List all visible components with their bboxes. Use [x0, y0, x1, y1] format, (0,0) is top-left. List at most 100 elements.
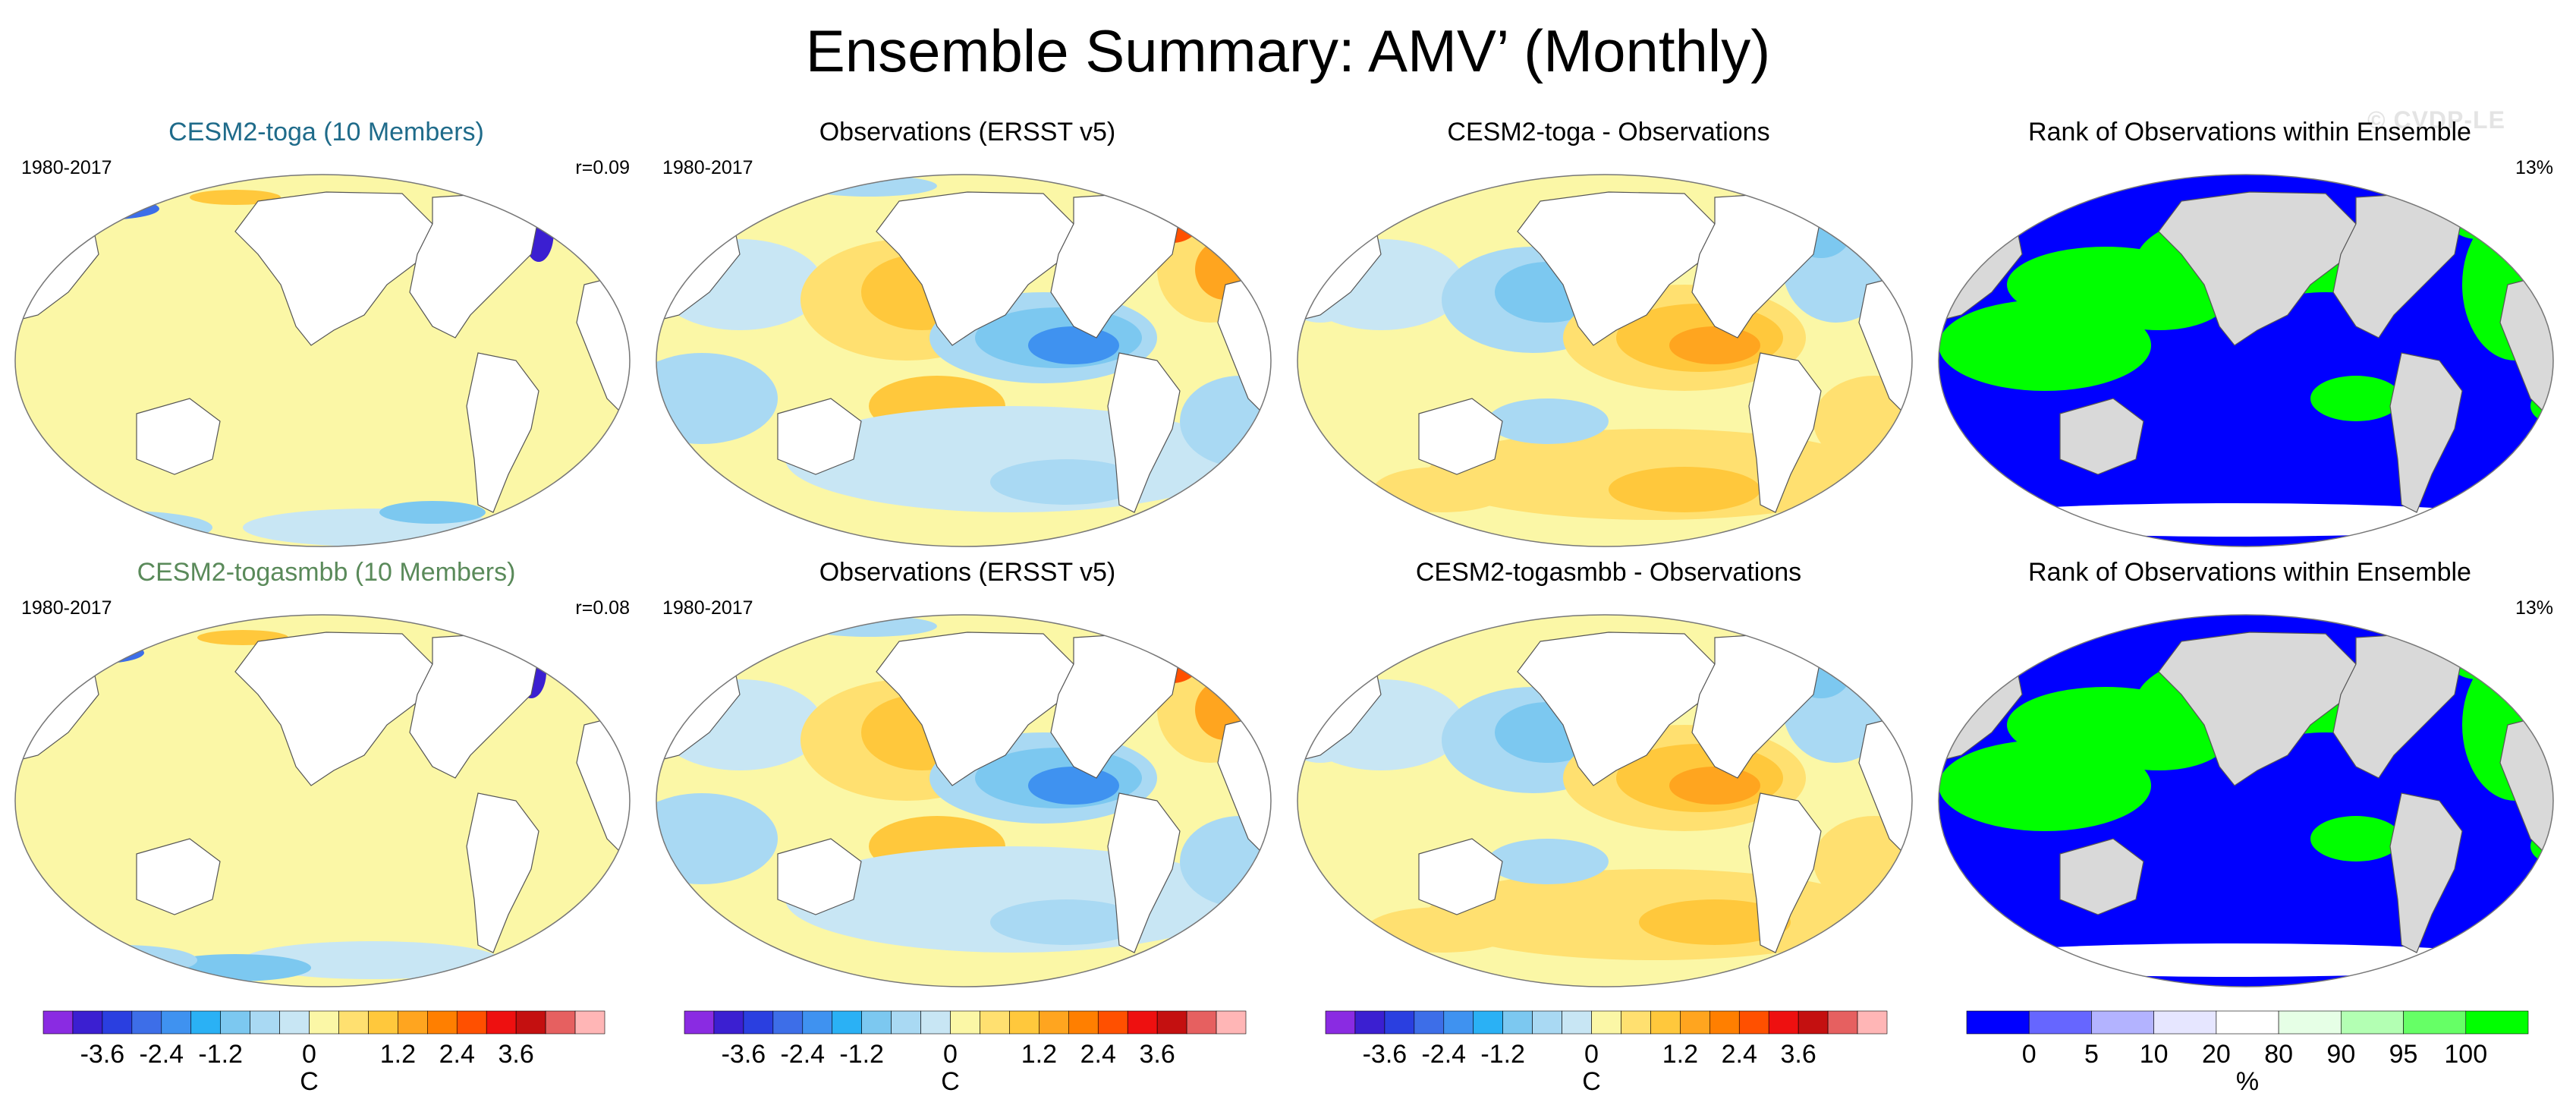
- colorbar-swatch: [713, 1010, 744, 1035]
- field-contour: [1669, 767, 1760, 805]
- period-label: 1980-2017: [21, 597, 112, 619]
- colorbar-swatch: [1443, 1010, 1474, 1035]
- colorbar-tick-label: 10: [2139, 1040, 2169, 1069]
- colorbar-swatch: [1097, 1010, 1128, 1035]
- field-contour: [1946, 503, 2523, 537]
- land-eurasia: [234, 632, 433, 786]
- global-map: [1938, 614, 2554, 987]
- colorbar-tick-label: -2.4: [139, 1040, 184, 1069]
- colorbar-boxes: [1966, 1010, 2529, 1035]
- temperature-colorbar: -3.6 -2.4 -1.2 0 1.2 2.4 3.6 C: [1324, 1009, 1901, 1108]
- field-contour: [2090, 269, 2227, 330]
- land-greenland: [2454, 181, 2508, 225]
- land-sAmerica: [466, 352, 539, 513]
- page-title: Ensemble Summary: AMV’ (Monthly): [805, 17, 1771, 84]
- land-eurasia: [1517, 632, 1716, 786]
- colorbar-tick-label: -1.2: [839, 1040, 884, 1069]
- colorbar-tick-label: 0: [1584, 1040, 1599, 1069]
- map-outline: [656, 614, 1272, 987]
- colorbar-tick-label: -3.6: [1362, 1040, 1408, 1069]
- field-contour: [2310, 376, 2401, 421]
- field-contour: [800, 175, 937, 197]
- colorbar-swatch: [1621, 1010, 1651, 1035]
- colorbar-swatch: [2216, 1010, 2279, 1035]
- colorbar-tick-label: 95: [2389, 1040, 2418, 1069]
- land-greenland: [530, 181, 585, 225]
- colorbar-swatch: [1827, 1010, 1858, 1035]
- land-australia: [136, 398, 221, 475]
- colorbar-unit-label: C: [1582, 1067, 1601, 1096]
- land-sAmerica: [1748, 792, 1822, 953]
- colorbar-swatch: [743, 1010, 774, 1035]
- colorbar-swatch: [1738, 1010, 1769, 1035]
- colorbar-swatch: [950, 1010, 980, 1035]
- global-map: [14, 614, 631, 987]
- colorbar-tick-label: -3.6: [80, 1040, 125, 1069]
- land-australia: [1418, 838, 1503, 915]
- colorbar-swatch: [190, 1010, 221, 1035]
- colorbar-tick-label: 80: [2264, 1040, 2294, 1069]
- panel-title: Observations (ERSST v5): [819, 558, 1116, 587]
- land-australia: [136, 838, 221, 915]
- colorbar-swatch: [1591, 1010, 1621, 1035]
- colorbar-swatch: [1384, 1010, 1415, 1035]
- map-panel-r1c2: Observations (ERSST v5) 1980-2017: [649, 118, 1286, 558]
- land-sAmerica: [1107, 792, 1181, 953]
- colorbar-tick-label: 1.2: [1662, 1040, 1698, 1069]
- colorbar-swatch: [131, 1010, 162, 1035]
- field-contour: [990, 899, 1142, 945]
- colorbar-swatch: [574, 1010, 605, 1035]
- colorbar-swatch: [1216, 1010, 1247, 1035]
- map-panel-r1c1: CESM2-toga (10 Members) 1980-2017 r=0.09: [8, 118, 645, 558]
- global-map: [14, 174, 631, 547]
- colorbar-swatch: [42, 1010, 74, 1035]
- period-label: 1980-2017: [21, 157, 112, 178]
- land-eurasia: [2158, 191, 2357, 346]
- panel-title: CESM2-togasmbb (10 Members): [137, 558, 516, 587]
- field-contour: [1609, 467, 1760, 512]
- colorbar-swatch: [2341, 1010, 2404, 1035]
- colorbar-swatch: [427, 1010, 458, 1035]
- colorbar-swatch: [2465, 1010, 2529, 1035]
- colorbar-swatch: [2028, 1010, 2092, 1035]
- colorbar-tick-label: 0: [943, 1040, 958, 1069]
- colorbar-swatch: [1709, 1010, 1740, 1035]
- temperature-colorbar: -3.6 -2.4 -1.2 0 1.2 2.4 3.6 C: [683, 1009, 1260, 1108]
- colorbar-swatch: [368, 1010, 398, 1035]
- field-contour: [46, 945, 197, 975]
- colorbar-swatch: [1966, 1010, 2030, 1035]
- colorbar-swatch: [398, 1010, 428, 1035]
- panel-title: CESM2-togasmbb - Observations: [1415, 558, 1802, 587]
- colorbar-swatch: [486, 1010, 517, 1035]
- land-australia: [777, 838, 862, 915]
- field-contour: [1939, 740, 2151, 831]
- colorbar-swatch: [1325, 1010, 1356, 1035]
- rank-percent-label: 13%: [2515, 597, 2553, 619]
- colorbar-boxes: [42, 1010, 605, 1035]
- field-contour: [1180, 816, 1271, 907]
- map-panel-r2c3: CESM2-togasmbb - Observations: [1290, 558, 1927, 998]
- field-contour: [990, 459, 1142, 505]
- land-sAmerica: [1107, 352, 1181, 513]
- map-outline: [1938, 614, 2554, 987]
- field-contour: [1487, 398, 1609, 444]
- watermark: © CVDP-LE: [2367, 106, 2505, 134]
- colorbar-tick-label: -1.2: [198, 1040, 243, 1069]
- land-eurasia: [234, 191, 433, 346]
- field-contour: [800, 616, 937, 637]
- colorbar-swatch: [1127, 1010, 1158, 1035]
- map-outline: [14, 614, 631, 987]
- colorbar-swatch: [920, 1010, 951, 1035]
- map-panel-r2c2: Observations (ERSST v5) 1980-2017: [649, 558, 1286, 998]
- temperature-colorbar: -3.6 -2.4 -1.2 0 1.2 2.4 3.6 C: [42, 1009, 618, 1108]
- colorbar-swatch: [1414, 1010, 1445, 1035]
- colorbar-swatch: [1068, 1010, 1099, 1035]
- colorbar-swatch: [832, 1010, 862, 1035]
- land-eurasia: [876, 632, 1074, 786]
- field-contour: [1366, 907, 1518, 953]
- period-label: 1980-2017: [662, 597, 753, 619]
- colorbar-tick-label: 3.6: [498, 1040, 534, 1069]
- colorbar-tick-label: 20: [2201, 1040, 2231, 1069]
- correlation-label: r=0.09: [575, 157, 630, 178]
- colorbar-boxes: [1325, 1010, 1888, 1035]
